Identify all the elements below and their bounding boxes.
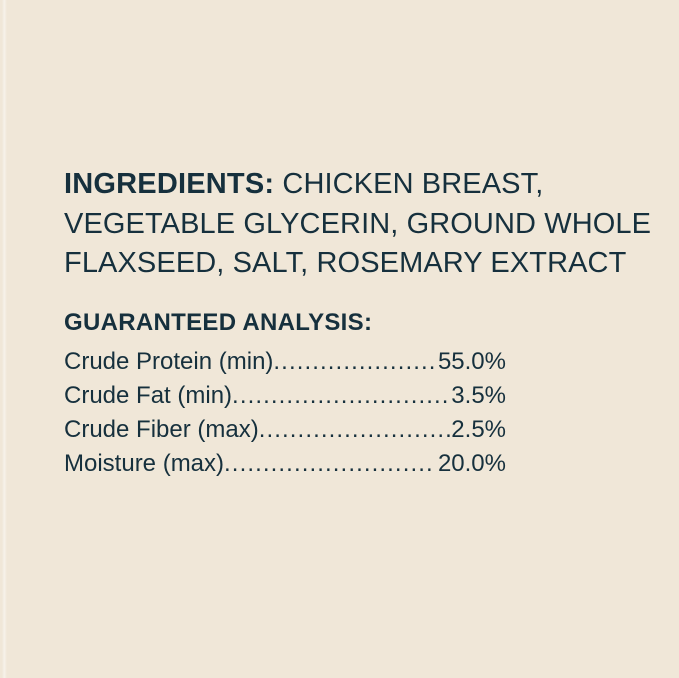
guaranteed-analysis-section: GUARANTEED ANALYSIS: Crude Protein (min)…	[64, 308, 506, 481]
analysis-row-value: 2.5%	[451, 416, 506, 443]
analysis-row-label: Moisture (max)	[64, 450, 225, 477]
left-edge-highlight	[2, 0, 7, 678]
analysis-row-dot-leader	[273, 345, 438, 379]
guaranteed-analysis-heading: GUARANTEED ANALYSIS:	[64, 309, 373, 336]
analysis-row-value: 3.5%	[451, 382, 506, 409]
analysis-row: Moisture (max) 20.0%	[64, 447, 506, 481]
analysis-row: Crude Fat (min) 3.5%	[64, 379, 506, 413]
analysis-row: Crude Fiber (max) 2.5%	[64, 413, 506, 447]
ingredients-line-3: FLAXSEED, SALT, ROSEMARY EXTRACT	[64, 247, 627, 279]
ingredients-section: INGREDIENTS: CHICKEN BREAST, VEGETABLE G…	[64, 165, 652, 284]
guaranteed-analysis-rows: Crude Protein (min) 55.0% Crude Fat (min) 3…	[64, 345, 506, 481]
analysis-row-dot-leader	[232, 379, 451, 413]
analysis-row-label: Crude Fat (min)	[64, 382, 233, 409]
analysis-row-dot-leader	[259, 413, 452, 447]
analysis-row-label: Crude Protein (min)	[64, 348, 274, 375]
ingredients-line-2: VEGETABLE GLYCERIN, GROUND WHOLE	[64, 207, 652, 240]
analysis-row-dot-leader	[224, 447, 432, 481]
analysis-row-label: Crude Fiber (max)	[64, 416, 259, 443]
ingredients-heading: INGREDIENTS:	[64, 168, 275, 200]
ingredients-line-1-text: CHICKEN BREAST,	[274, 168, 544, 200]
analysis-row: Crude Protein (min) 55.0%	[64, 345, 506, 379]
ingredients-line-1: INGREDIENTS: CHICKEN BREAST,	[64, 165, 634, 205]
analysis-row-value: 20.0%	[437, 450, 506, 477]
analysis-row-value: 55.0%	[437, 348, 506, 375]
